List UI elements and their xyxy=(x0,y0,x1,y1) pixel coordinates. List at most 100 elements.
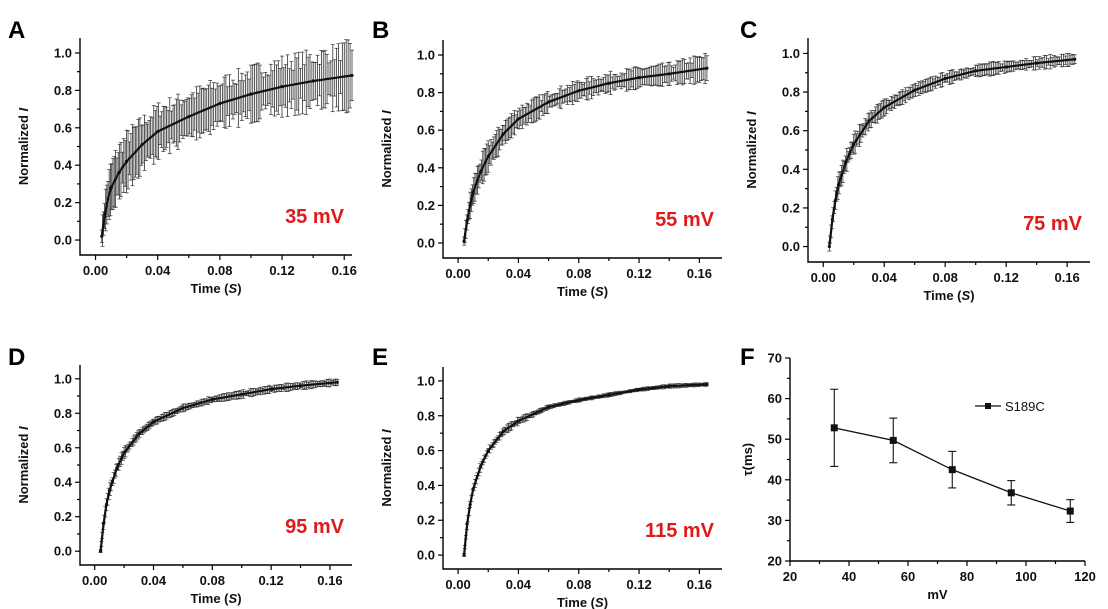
data-point xyxy=(516,419,521,423)
data-point xyxy=(705,66,709,70)
data-point xyxy=(106,197,110,201)
data-point xyxy=(137,432,141,436)
y-tick-label: 1.0 xyxy=(54,371,72,386)
x-axis-label: mV xyxy=(927,587,948,602)
y-tick-label: 30 xyxy=(768,513,782,528)
data-point xyxy=(667,384,671,388)
y-tick-label: 0.4 xyxy=(782,162,801,177)
data-point xyxy=(471,190,475,194)
x-axis-label-text: Time ( xyxy=(557,284,596,299)
y-tick-label: 0.4 xyxy=(417,160,436,175)
data-point xyxy=(218,101,222,106)
data-point xyxy=(1007,489,1015,497)
mean-trace xyxy=(463,67,708,242)
axes xyxy=(442,367,722,570)
x-tick-label: 20 xyxy=(783,569,797,584)
data-point xyxy=(151,420,156,424)
x-tick-label: 0.12 xyxy=(626,266,651,281)
data-point xyxy=(280,85,284,89)
x-tick-label: 0.08 xyxy=(933,270,958,285)
x-tick-label: 0.04 xyxy=(872,270,898,285)
data-point xyxy=(350,73,354,78)
data-point xyxy=(852,142,856,146)
x-tick-label: 0.04 xyxy=(506,577,532,592)
y-tick-label: 0.0 xyxy=(417,235,435,250)
x-axis-label: Time (S) xyxy=(190,281,241,296)
panel-letter: E xyxy=(372,344,388,371)
y-tick-label: 0.0 xyxy=(54,544,72,559)
y-axis-label: τ(ms) xyxy=(740,443,755,476)
panel-b: B 0.0 0.2 0.4 0.6 0.8 1.0 0.00 0.04 0.08 0.12 0.16 T… xyxy=(372,17,722,299)
data-point xyxy=(101,522,106,526)
x-tick-label: 0.08 xyxy=(566,266,591,281)
y-tick-label: 50 xyxy=(768,432,782,447)
y-tick-label: 0.0 xyxy=(54,233,72,248)
panel-a: A 0.0 0.2 0.4 0.6 0.8 1.0 0.00 0.04 0.08 0.12 0.16 T… xyxy=(8,17,357,296)
panel-c: C 0.0 0.2 0.4 0.6 0.8 1.0 0.00 0.04 0.08 0.12 0.16 T… xyxy=(740,17,1090,303)
x-tick-label: 0.12 xyxy=(626,577,651,592)
data-point xyxy=(240,392,244,396)
x-axis-label-unit: S xyxy=(962,288,971,303)
y-tick-label: 1.0 xyxy=(54,45,72,60)
data-point xyxy=(104,503,109,507)
data-point xyxy=(269,387,273,391)
x-axis-label-text: Time ( xyxy=(557,595,596,609)
data-point xyxy=(546,100,551,104)
x-tick-label: 0.08 xyxy=(566,577,591,592)
y-tick-label: 20 xyxy=(768,554,782,569)
x-tick-label: 0.00 xyxy=(82,573,107,588)
data-point xyxy=(486,448,490,453)
mean-trace xyxy=(100,74,353,237)
y-tick-label: 1.0 xyxy=(782,46,800,61)
panel-d: D 0.0 0.2 0.4 0.6 0.8 1.0 0.00 0.04 0.08 0.12 0.16 T… xyxy=(8,344,352,606)
data-point xyxy=(833,198,838,202)
data-point xyxy=(667,72,671,76)
data-point xyxy=(577,89,581,93)
data-point xyxy=(249,92,253,96)
y-tick-label: 0.2 xyxy=(54,195,72,210)
y-axis-label-text: Normalized xyxy=(16,430,31,504)
y-tick-label: 0.6 xyxy=(417,443,435,458)
y-axis-label-var: I xyxy=(744,111,759,115)
x-axis-label: Time (S) xyxy=(190,591,241,606)
data-point xyxy=(501,132,505,136)
y-axis-label: Normalized I xyxy=(16,426,31,504)
data-point xyxy=(468,502,472,507)
x-axis-label-text: Time ( xyxy=(923,288,962,303)
x-axis-label-text: Time ( xyxy=(190,591,229,606)
y-tick-label: 60 xyxy=(768,391,782,406)
y-tick-label: 0.8 xyxy=(54,406,72,421)
data-point xyxy=(974,69,978,73)
data-point xyxy=(122,451,126,455)
data-point xyxy=(335,380,339,384)
x-axis-label: Time (S) xyxy=(557,595,608,609)
x-tick-label: 60 xyxy=(901,569,915,584)
data-point xyxy=(607,81,611,85)
y-tick-label: 70 xyxy=(768,351,782,366)
data-point xyxy=(117,171,121,175)
data-point xyxy=(827,244,831,249)
x-tick-label: 0.08 xyxy=(200,573,225,588)
data-point xyxy=(607,393,611,397)
panel-letter: C xyxy=(740,17,757,44)
y-axis-label-text: Normalized xyxy=(379,433,394,507)
data-point xyxy=(462,553,466,557)
voltage-annotation: 75 mV xyxy=(1023,213,1083,235)
y-axis-label-var: I xyxy=(379,110,394,114)
x-axis-label-text: ) xyxy=(970,288,974,303)
y-tick-label: 0.8 xyxy=(54,83,72,98)
y-axis-label: Normalized I xyxy=(16,107,31,185)
data-point xyxy=(109,186,113,190)
panel-letter: B xyxy=(372,17,389,44)
y-tick-label: 0.6 xyxy=(54,120,72,135)
data-point xyxy=(311,79,315,83)
voltage-annotation: 115 mV xyxy=(645,520,715,542)
data-point xyxy=(882,105,886,110)
panel-letter: D xyxy=(8,344,25,371)
y-tick-label: 0.0 xyxy=(417,548,435,563)
data-point xyxy=(889,436,897,444)
data-point xyxy=(298,384,303,388)
axes xyxy=(807,38,1090,263)
data-point xyxy=(1066,507,1074,515)
data-point xyxy=(830,217,834,222)
